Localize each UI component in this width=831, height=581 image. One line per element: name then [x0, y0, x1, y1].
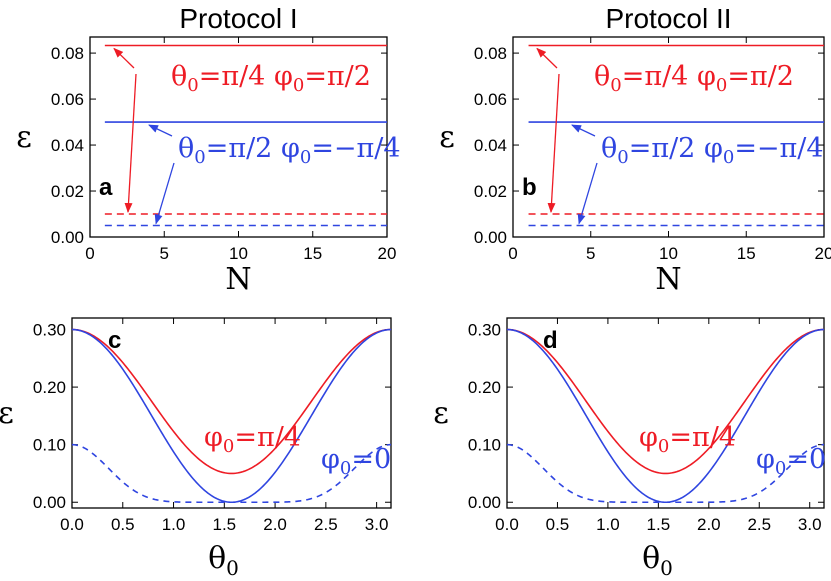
x-axis-label: N	[225, 262, 251, 297]
y-tick-label: 0.02	[474, 182, 507, 201]
y-tick-label: 0.20	[33, 378, 66, 397]
series-curve-1	[71, 328, 392, 475]
y-axis-label: ε	[439, 120, 455, 155]
arrow-blue-bottom	[154, 162, 175, 225]
panel-d: 0.0 0.5 1.0 1.5 2.0 2.5 3.0 0.00 0.10 0.20 0.30 ε θ0…	[433, 317, 826, 580]
panel-title: Protocol II	[605, 3, 731, 34]
annotation-red: θ0=π/4 φ0=π/2	[171, 61, 371, 96]
y-axis-label: ε	[433, 396, 449, 431]
x-tick-label: 10	[659, 244, 678, 263]
x-tick-label: 15	[737, 244, 756, 263]
arrow-blue-top	[571, 124, 596, 137]
arrow-red-bottom	[547, 73, 560, 214]
y-axis-label: ε	[0, 396, 14, 431]
y-tick-label: 0.00	[468, 493, 501, 512]
plot-frame	[506, 317, 825, 509]
x-tick-label: 0	[85, 244, 94, 263]
arrow-red-top	[536, 47, 558, 69]
x-tick-label: 20	[378, 244, 397, 263]
arrow-red-top	[113, 47, 135, 69]
x-tick-label: 1.5	[212, 515, 236, 534]
x-tick-label: 2.0	[263, 515, 287, 534]
panel-title: Protocol I	[179, 3, 297, 34]
x-axis-label: θ0	[642, 541, 673, 580]
annotation-red: φ0=π/4	[204, 422, 301, 457]
annotation-blue: φ0=0	[321, 444, 391, 479]
arrow-blue-bottom	[577, 162, 598, 225]
x-tick-label: 3.0	[798, 515, 822, 534]
panel-b: 0 5 10 15 20 0.00 0.02 0.04 0.06 0.08 ε N Protocol I…	[439, 3, 831, 297]
y-tick-label: 0.08	[51, 44, 84, 63]
panel-label: c	[108, 327, 121, 354]
x-axis-label: θ0	[208, 541, 239, 580]
panel-a: 0 5 10 15 20 0.00 0.02 0.04 0.06 0.08 ε N Protocol I…	[16, 3, 400, 297]
x-tick-label: 3.0	[365, 515, 389, 534]
x-tick-label: 10	[229, 244, 248, 263]
panel-label: b	[522, 174, 537, 201]
y-tick-label: 0.02	[51, 182, 84, 201]
y-tick-label: 0.00	[51, 228, 84, 247]
x-tick-label: 1.0	[596, 515, 620, 534]
y-tick-label: 0.06	[51, 90, 84, 109]
x-tick-label: 2.0	[697, 515, 721, 534]
annotation-red: φ0=π/4	[639, 422, 736, 457]
y-tick-label: 0.04	[474, 136, 507, 155]
arrow-red-bottom	[124, 73, 137, 214]
y-tick-label: 0.08	[474, 44, 507, 63]
plot-frame	[71, 317, 392, 509]
series-curve-3	[506, 443, 825, 504]
x-tick-label: 0.5	[546, 515, 570, 534]
x-tick-label: 0.5	[111, 515, 135, 534]
y-tick-label: 0.30	[33, 321, 66, 340]
x-tick-label: 1.5	[647, 515, 671, 534]
x-tick-label: 20	[815, 244, 831, 263]
series-curve-3	[71, 443, 392, 504]
panel-c: 0.0 0.5 1.0 1.5 2.0 2.5 3.0 0.00 0.10 0.20 0.30 ε θ0…	[0, 317, 392, 580]
x-tick-label: 2.5	[314, 515, 338, 534]
y-tick-label: 0.30	[468, 321, 501, 340]
y-tick-label: 0.06	[474, 90, 507, 109]
x-axis-label: N	[655, 262, 681, 297]
panel-label: d	[543, 327, 558, 354]
panel-label: a	[99, 174, 113, 201]
x-tick-label: 5	[160, 244, 169, 263]
annotation-red: θ0=π/4 φ0=π/2	[594, 61, 794, 96]
x-tick-label: 0.0	[495, 515, 519, 534]
y-tick-label: 0.00	[474, 228, 507, 247]
annotation-blue: φ0=0	[756, 444, 826, 479]
y-tick-label: 0.20	[468, 378, 501, 397]
x-tick-label: 0.0	[60, 515, 84, 534]
series-curve-1	[506, 328, 825, 475]
arrow-blue-top	[148, 124, 173, 137]
x-tick-label: 1.0	[162, 515, 186, 534]
x-tick-label: 0	[508, 244, 517, 263]
y-axis-label: ε	[16, 120, 32, 155]
y-tick-label: 0.04	[51, 136, 84, 155]
x-tick-label: 5	[586, 244, 595, 263]
x-tick-label: 15	[303, 244, 322, 263]
y-tick-label: 0.00	[33, 493, 66, 512]
annotation-blue: θ0=π/2 φ0=−π/4	[178, 133, 401, 168]
y-tick-label: 0.10	[33, 436, 66, 455]
annotation-blue: θ0=π/2 φ0=−π/4	[601, 133, 824, 168]
x-tick-label: 2.5	[747, 515, 771, 534]
y-tick-label: 0.10	[468, 436, 501, 455]
